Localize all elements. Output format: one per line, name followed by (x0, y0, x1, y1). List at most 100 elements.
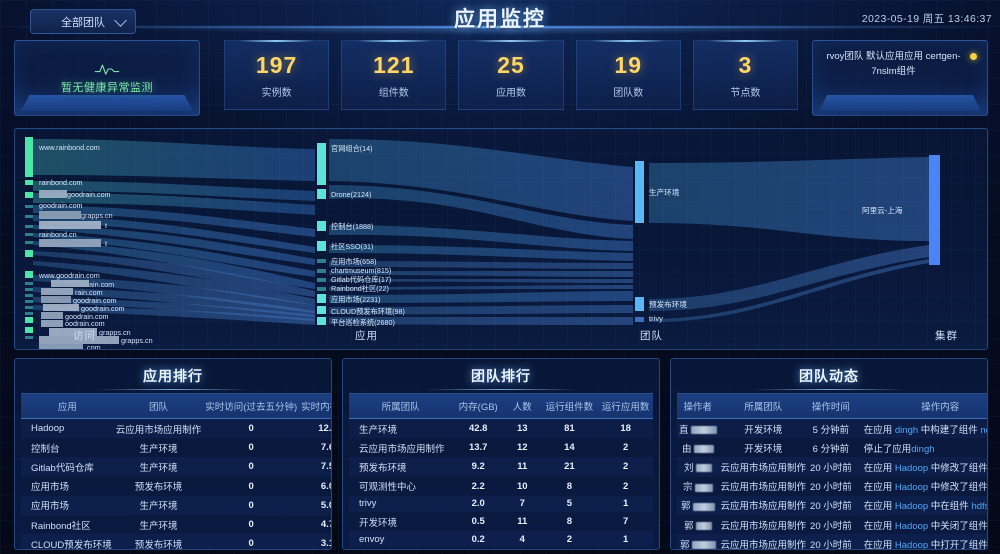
team-filter-select[interactable]: 全部团队 (30, 9, 136, 34)
content-app-link[interactable]: Hadoop (894, 462, 929, 474)
cell-members: 7 (519, 498, 525, 510)
cell-components: 5 (566, 498, 573, 510)
cell-members: 4 (519, 533, 525, 545)
content-component-link[interactable]: hdfs-dn 中... (971, 501, 987, 513)
page-header: 全部团队 应用监控 2023-05-19 周五 13:46:37 (0, 0, 1000, 38)
cell-memory: 0.5 (471, 516, 485, 528)
stat-card-instances: 197 实例数 (224, 40, 330, 110)
sankey-nodes-team (635, 161, 644, 322)
alert-text: rvoy团队 默认应用应用 certgen-7nslm组件 (826, 51, 961, 77)
cell-content: 在应用 Hadoop 中修改了组件 hdfs-n... (863, 462, 988, 474)
table-row[interactable]: 应用市场 生产环境 0 5.00 (21, 495, 331, 515)
column-header-team: 团队 (113, 393, 204, 419)
table-row[interactable]: Hadoop 云应用市场应用制作 0 12.13 (21, 418, 331, 439)
cell-operator: 刘 (677, 457, 719, 476)
sankey-label: Drone(2124) (331, 190, 371, 199)
cell-app: Hadoop (31, 423, 65, 435)
cell-visits: 0 (248, 480, 254, 492)
cell-components: 2 (566, 533, 573, 545)
stat-card-components: 121 组件数 (341, 40, 447, 110)
table-row[interactable]: Gitlab代码仓库 生产环境 0 7.50 (21, 457, 331, 477)
cell-content: 在应用 Hadoop 中在组件 hdfs-dn 中... (854, 496, 987, 515)
column-header-app: 应用 (21, 393, 114, 419)
cell-app: Rainbond社区 (31, 520, 91, 532)
cell-team: gateway (349, 547, 452, 549)
cell-team: 可观测性中心 (359, 482, 417, 494)
content-app-link[interactable]: Hadoop (894, 520, 929, 532)
cell-visits: 0 (248, 442, 254, 454)
cell-team: 云应用市场应用制作 (720, 462, 807, 474)
table-header-row: 应用 团队 实时访问(过去五分钟) 实时内存(GB) (21, 393, 331, 419)
table-row[interactable]: envoy 0.2 4 2 1 (349, 531, 653, 548)
cell-team: 云应用市场应用制作 (720, 520, 807, 532)
table-row[interactable]: 开发环境 0.5 11 8 7 (349, 512, 653, 531)
table-row[interactable]: 由 开发环境 6 分钟前 停止了应用dingh (677, 438, 987, 457)
column-header-team: 所属团队 (718, 393, 809, 419)
cell-team: 开发环境 (744, 424, 783, 436)
sankey-nodes-access (25, 137, 33, 339)
sankey-label: Rainbond社区(22) (331, 284, 389, 293)
cell-app: 控制台 (31, 443, 60, 455)
sankey-label: Gitlab代码仓库(17) (331, 275, 391, 284)
cell-team: trivy (359, 498, 377, 510)
cell-memory: 7.69 (320, 442, 331, 454)
cell-team: 云应用市场应用制作 (115, 424, 202, 436)
cell-apps: 2 (622, 442, 629, 454)
sankey-label: 预发布环境 (649, 299, 687, 309)
stat-card-teams: 19 团队数 (575, 40, 681, 110)
cell-team: 预发布环境 (134, 482, 183, 494)
cell-components: 8 (566, 480, 573, 492)
table-row[interactable]: gateway0.0611 (349, 547, 653, 549)
cell-memory: 6.00 (320, 480, 331, 492)
cell-apps: 1 (622, 533, 629, 545)
table-row[interactable]: Rainbond社区 生产环境 0 4.75 (21, 515, 331, 534)
cell-time: 6 分钟前 (812, 443, 850, 455)
axis-label-access: 访问 (73, 330, 96, 342)
cell-content: 在应用 Hadoop 中修改了组件 hdfs-d... (863, 482, 988, 494)
table-row[interactable]: CLOUD预发布环境 预发布环境 0 3.19 (21, 534, 331, 550)
content-app-link[interactable]: Hadoop (894, 539, 929, 550)
table-row[interactable]: 预发布环境 9.2 11 21 2 (349, 457, 653, 477)
team-ranking-table: 所属团队 内存(GB) 人数 运行组件数 运行应用数 生产环境 42.8 13 81 1… (349, 393, 653, 549)
column-header-memory: 内存(GB) (452, 393, 505, 419)
sankey-label: goodrain.com (65, 312, 109, 321)
table-row[interactable]: 控制台 生产环境 0 7.69 (21, 438, 331, 457)
column-header-memory: 实时内存(GB) (299, 393, 331, 419)
content-app-link[interactable]: dingh (894, 424, 919, 436)
content-app-link[interactable]: Hadoop (894, 482, 929, 494)
cell-time: 20 小时前 (810, 462, 852, 474)
content-component-link[interactable]: nginx (980, 424, 987, 436)
cell-app: CLOUD预发布环境 (31, 539, 112, 550)
cell-team: 开发环境 (359, 517, 398, 529)
cell-team: 预发布环境 (359, 462, 407, 474)
cell-components: 21 (564, 461, 575, 473)
table-row[interactable]: 云应用市场应用制作 13.7 12 14 2 (349, 438, 653, 457)
table-row[interactable]: 生产环境 42.8 13 81 18 (349, 418, 653, 439)
stat-value: 19 (614, 51, 642, 78)
cell-memory: 5.00 (320, 499, 331, 511)
redacted-name (692, 502, 715, 511)
cell-members: 13 (516, 423, 528, 435)
stat-label: 组件数 (378, 87, 409, 99)
content-app-link[interactable]: dingh (911, 443, 935, 455)
sankey-label: 应用市场(658) (331, 257, 377, 266)
sankey-label: trivy (649, 314, 663, 323)
table-row[interactable]: 应用市场 预发布环境 0 6.00 (21, 477, 331, 496)
content-app-link[interactable]: Hadoop (894, 501, 929, 513)
cell-apps: 1 (598, 547, 653, 549)
cell-members: 10 (516, 480, 528, 492)
cell-memory: 0.0 (452, 547, 504, 549)
cell-team: 云应用市场应用制作 (720, 501, 807, 513)
table-row[interactable]: 可观测性中心 2.2 10 8 2 (349, 477, 653, 496)
table-row[interactable]: trivy 2.0 7 5 1 (349, 495, 653, 512)
sankey-label: goodrain.com (67, 190, 111, 199)
redacted-name (690, 426, 717, 435)
cell-components: 81 (564, 423, 575, 435)
